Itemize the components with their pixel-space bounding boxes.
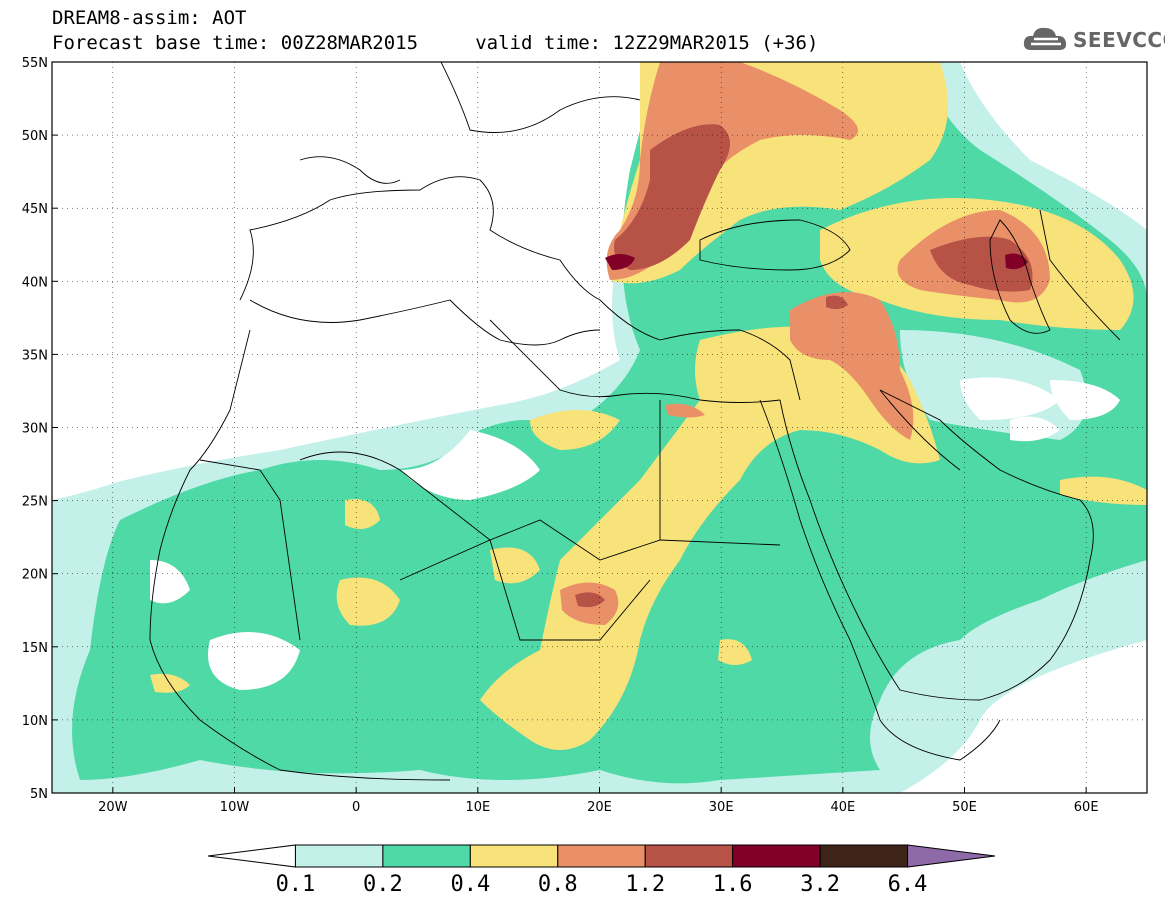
- colorbar-segment: [294, 844, 384, 868]
- map-gridlines: [52, 61, 1147, 794]
- colorbar-label: 0.4: [450, 872, 491, 897]
- colorbar-label: 0.1: [275, 872, 316, 897]
- colorbar-segment: [557, 844, 646, 868]
- map-title: DREAM8-assim: AOT: [52, 7, 247, 29]
- lon-tick-label: 0: [352, 800, 360, 815]
- lat-tick-label: 5N: [30, 787, 48, 802]
- colorbar-label: 3.2: [800, 872, 840, 897]
- lon-tick-label: 30E: [709, 800, 734, 815]
- lat-tick-label: 55N: [22, 56, 48, 71]
- lon-tick-label: 10E: [465, 800, 490, 815]
- colorbar-segment: [207, 844, 296, 868]
- aot-colorbar: [207, 844, 996, 868]
- lat-tick-label: 20N: [22, 568, 48, 583]
- lat-tick-label: 35N: [22, 348, 48, 363]
- colorbar-label: 1.6: [712, 872, 753, 897]
- colorbar-segment: [469, 844, 559, 868]
- colorbar-segment: [382, 844, 471, 868]
- colorbar-label: 0.8: [537, 872, 578, 897]
- colorbar-label: 1.2: [625, 872, 666, 897]
- colorbar-segment: [819, 844, 909, 868]
- aot-clear-areas: [52, 62, 1060, 690]
- latitude-ticks: 55N 50N 45N 40N 35N 30N 25N 20N 15N 10N 5N: [22, 56, 58, 802]
- colorbar-segment: [732, 844, 821, 868]
- logo-text: SEEVCCC: [1073, 28, 1165, 52]
- lon-tick-label: 40E: [830, 800, 855, 815]
- lon-tick-label: 10W: [220, 800, 250, 815]
- lon-tick-label: 60E: [1074, 800, 1099, 815]
- colorbar-label: 0.2: [363, 872, 403, 897]
- coastlines-borders: [149, 62, 1121, 781]
- lat-tick-label: 50N: [22, 129, 48, 144]
- lat-tick-label: 45N: [22, 202, 48, 217]
- colorbar-segment: [907, 844, 996, 868]
- lon-tick-label: 20E: [587, 800, 612, 815]
- lat-tick-label: 10N: [22, 714, 48, 729]
- lat-tick-label: 15N: [22, 641, 48, 656]
- seevccc-logo: SEEVCCC: [1021, 22, 1165, 56]
- colorbar-label: 6.4: [887, 872, 928, 897]
- colorbar-segment: [644, 844, 734, 868]
- lat-tick-label: 25N: [22, 495, 48, 510]
- lat-tick-label: 30N: [22, 422, 48, 437]
- cloud-icon: [1023, 27, 1067, 50]
- forecast-time-subtitle: Forecast base time: 00Z28MAR2015 valid t…: [52, 32, 819, 54]
- lon-tick-label: 50E: [952, 800, 977, 815]
- aot-level-1.6: [605, 253, 1028, 270]
- lat-tick-label: 40N: [22, 275, 48, 290]
- aot-level-1.2: [575, 124, 1033, 608]
- longitude-ticks: 20W 10W 0 10E 20E 30E 40E 50E 60E: [98, 787, 1099, 815]
- lon-tick-label: 20W: [98, 800, 128, 815]
